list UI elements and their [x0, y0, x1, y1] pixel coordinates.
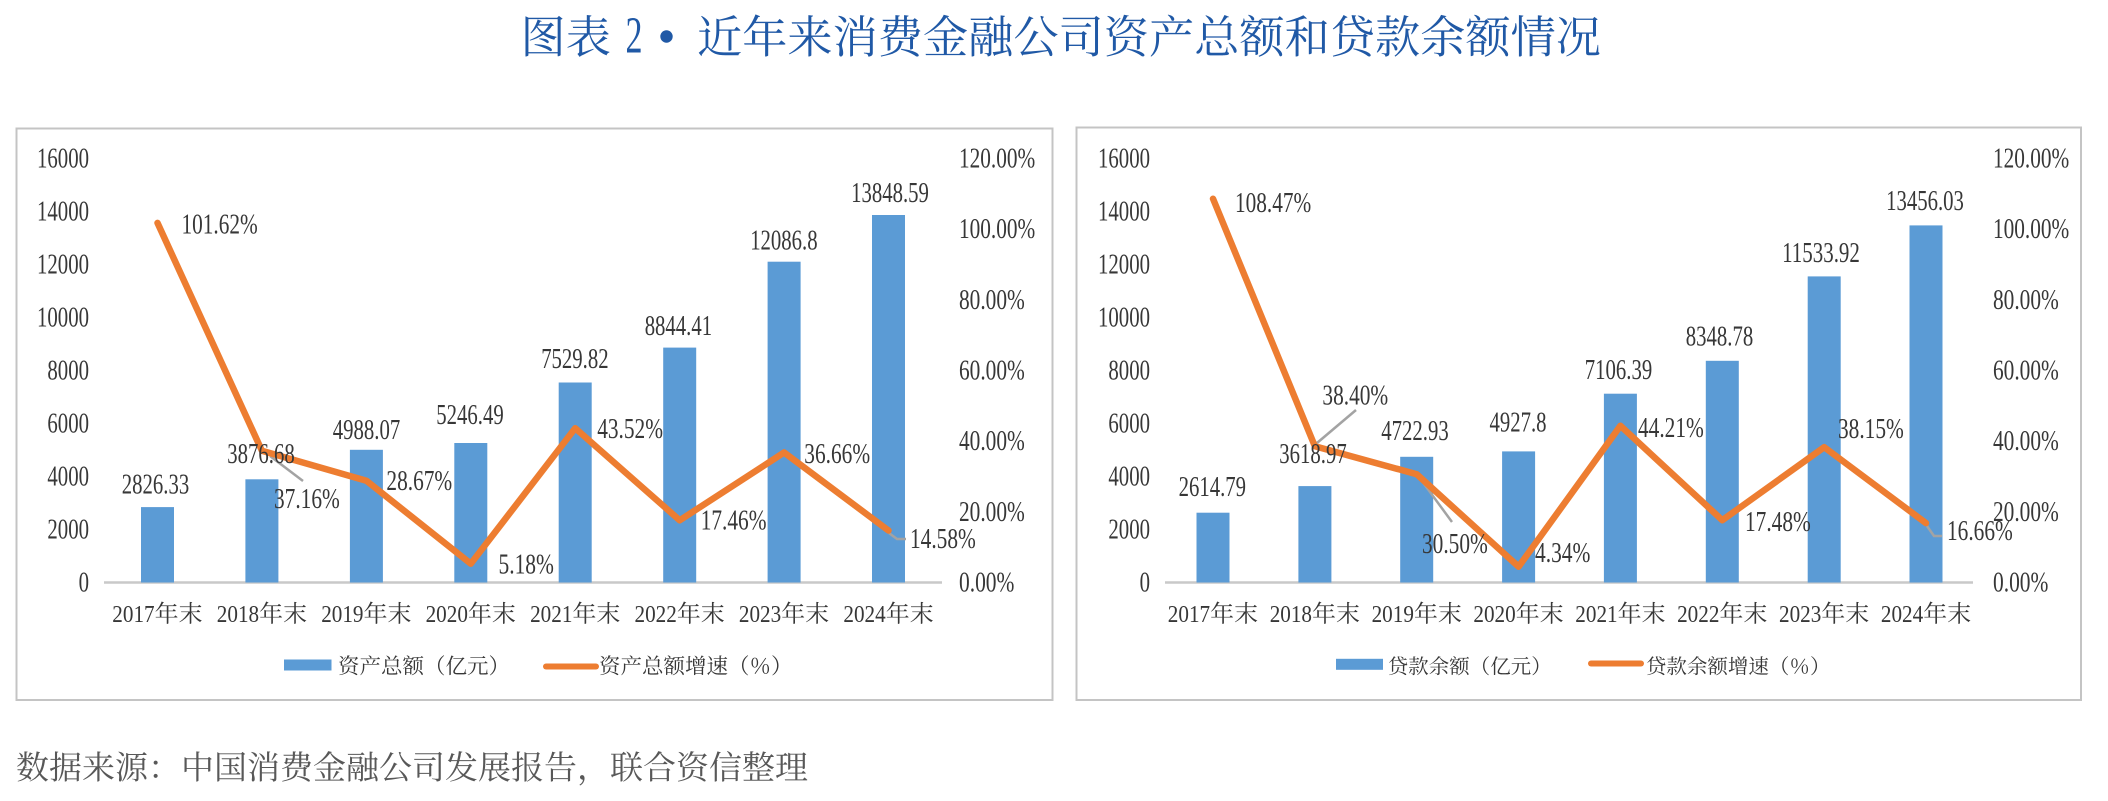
svg-text:2017: 2017 — [112, 602, 154, 628]
svg-text:12086.8: 12086.8 — [750, 226, 817, 257]
svg-text:43.52%: 43.52% — [597, 414, 663, 445]
svg-text:0: 0 — [1140, 568, 1150, 599]
svg-text:2021: 2021 — [530, 602, 572, 628]
svg-text:17.48%: 17.48% — [1745, 507, 1811, 538]
svg-text:14.58%: 14.58% — [910, 524, 976, 555]
svg-text:13456.03: 13456.03 — [1886, 186, 1964, 217]
svg-text:2020: 2020 — [426, 602, 468, 628]
svg-text:2614.79: 2614.79 — [1179, 472, 1246, 503]
svg-text:13848.59: 13848.59 — [851, 178, 929, 209]
svg-text:100.00%: 100.00% — [959, 214, 1035, 245]
svg-text:60.00%: 60.00% — [1993, 356, 2059, 387]
svg-text:80.00%: 80.00% — [1993, 285, 2059, 316]
svg-text:10000: 10000 — [37, 303, 89, 334]
svg-text:2022: 2022 — [1677, 602, 1719, 628]
svg-text:20.00%: 20.00% — [959, 497, 1025, 528]
svg-text:12000: 12000 — [1098, 250, 1150, 281]
svg-text:2019: 2019 — [321, 602, 363, 628]
svg-text:5.18%: 5.18% — [499, 550, 554, 581]
svg-text:100.00%: 100.00% — [1993, 214, 2069, 245]
svg-text:40.00%: 40.00% — [959, 426, 1025, 457]
svg-text:16.66%: 16.66% — [1947, 516, 2013, 547]
svg-text:2023: 2023 — [1779, 602, 1821, 628]
svg-text:2019: 2019 — [1372, 602, 1414, 628]
svg-text:3876.68: 3876.68 — [227, 439, 294, 470]
svg-text:2024: 2024 — [843, 602, 885, 628]
svg-text:17.46%: 17.46% — [701, 506, 767, 537]
svg-text:2000: 2000 — [1108, 515, 1150, 546]
svg-text:14000: 14000 — [1098, 197, 1150, 228]
svg-text:4000: 4000 — [1108, 462, 1150, 493]
svg-text:2022: 2022 — [635, 602, 677, 628]
svg-text:7106.39: 7106.39 — [1585, 355, 1652, 386]
svg-text:16000: 16000 — [1098, 144, 1150, 175]
svg-text:4000: 4000 — [47, 462, 89, 493]
svg-text:28.67%: 28.67% — [386, 466, 452, 497]
svg-text:14000: 14000 — [37, 197, 89, 228]
svg-text:8348.78: 8348.78 — [1686, 321, 1753, 352]
svg-text:80.00%: 80.00% — [959, 285, 1025, 316]
svg-text:11533.92: 11533.92 — [1782, 238, 1860, 269]
svg-text:101.62%: 101.62% — [182, 210, 258, 241]
svg-text:0.00%: 0.00% — [1993, 568, 2048, 599]
svg-text:6000: 6000 — [47, 409, 89, 440]
svg-text:10000: 10000 — [1098, 303, 1150, 334]
svg-text:12000: 12000 — [37, 250, 89, 281]
svg-text:7529.82: 7529.82 — [541, 344, 608, 375]
svg-text:4.34%: 4.34% — [1535, 538, 1590, 569]
svg-text:2020: 2020 — [1473, 602, 1515, 628]
svg-text:40.00%: 40.00% — [1993, 426, 2059, 457]
svg-text:2018: 2018 — [1270, 602, 1312, 628]
svg-text:120.00%: 120.00% — [959, 144, 1035, 175]
svg-text:8000: 8000 — [1108, 356, 1150, 387]
svg-text:0.00%: 0.00% — [959, 568, 1014, 599]
svg-text:2017: 2017 — [1168, 602, 1210, 628]
svg-text:20.00%: 20.00% — [1993, 497, 2059, 528]
svg-text:3618.97: 3618.97 — [1279, 439, 1346, 470]
svg-text:8000: 8000 — [47, 356, 89, 387]
svg-text:16000: 16000 — [37, 144, 89, 175]
svg-text:2826.33: 2826.33 — [122, 470, 189, 501]
svg-text:5246.49: 5246.49 — [436, 400, 503, 431]
svg-text:2018: 2018 — [217, 602, 259, 628]
svg-text:4988.07: 4988.07 — [333, 415, 400, 446]
svg-text:2023: 2023 — [739, 602, 781, 628]
svg-text:0: 0 — [79, 568, 89, 599]
svg-text:38.15%: 38.15% — [1838, 414, 1904, 445]
svg-text:6000: 6000 — [1108, 409, 1150, 440]
svg-text:120.00%: 120.00% — [1993, 144, 2069, 175]
svg-text:8844.41: 8844.41 — [645, 311, 712, 342]
svg-text:2024: 2024 — [1881, 602, 1923, 628]
svg-text:108.47%: 108.47% — [1235, 188, 1311, 219]
svg-text:37.16%: 37.16% — [274, 484, 340, 515]
svg-text:2000: 2000 — [47, 515, 89, 546]
svg-text:4927.8: 4927.8 — [1490, 408, 1547, 439]
svg-text:60.00%: 60.00% — [959, 356, 1025, 387]
svg-text:2: 2 — [626, 8, 643, 65]
svg-text:30.50%: 30.50% — [1422, 529, 1488, 560]
svg-text:2021: 2021 — [1575, 602, 1617, 628]
svg-text:36.66%: 36.66% — [804, 439, 870, 470]
svg-text:44.21%: 44.21% — [1638, 413, 1704, 444]
svg-text:4722.93: 4722.93 — [1381, 416, 1448, 447]
svg-text:38.40%: 38.40% — [1322, 381, 1388, 412]
